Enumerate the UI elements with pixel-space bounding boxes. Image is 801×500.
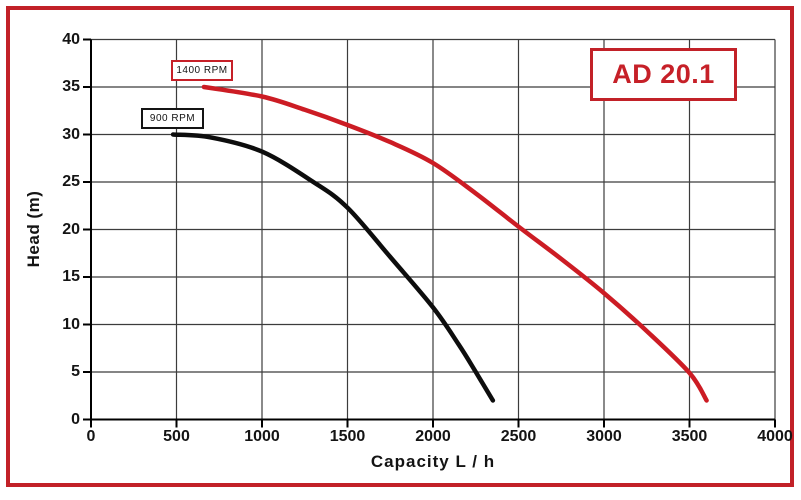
series-label-1400-rpm: 1400 RPM (176, 65, 228, 76)
x-axis-title: Capacity L / h (370, 452, 496, 471)
y-axis-title: Head (m) (24, 190, 43, 268)
outer-red-frame (6, 6, 794, 487)
curve-900-rpm (170, 132, 496, 403)
series-label-900-rpm: 900 RPM (149, 113, 196, 124)
curve-1400-rpm (201, 84, 709, 403)
series-label-box-1400-rpm: 1400 RPM (171, 60, 233, 81)
series-label-box-900-rpm: 900 RPM (141, 108, 204, 129)
model-badge: AD 20.1 (590, 48, 737, 101)
model-badge-label: AD 20.1 (612, 59, 715, 89)
